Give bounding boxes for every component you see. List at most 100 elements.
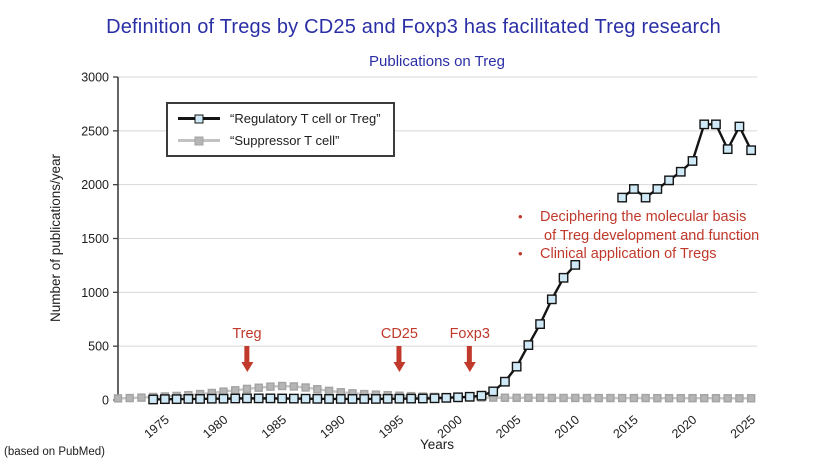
- data-point-marker: [547, 393, 557, 403]
- x-tick-label: 2005: [493, 413, 523, 442]
- data-point-marker: [242, 384, 252, 394]
- data-point-marker: [723, 394, 732, 403]
- series-line: [621, 123, 753, 199]
- data-point-marker: [125, 393, 134, 403]
- data-point-marker: [394, 393, 405, 404]
- data-point-marker: [476, 390, 487, 401]
- y-tick-label: 500: [88, 340, 109, 354]
- data-point-marker: [700, 393, 709, 403]
- bullet-icon: •: [518, 209, 523, 224]
- annotation-label: CD25: [380, 326, 418, 342]
- y-tick-label: 0: [102, 394, 109, 408]
- y-tick-labels: 0 500 1000 1500 2000 2500 3000: [81, 71, 109, 408]
- data-point-marker: [113, 394, 123, 403]
- legend-swatch-regulatory: [178, 113, 220, 125]
- x-tick-label: 1975: [142, 413, 172, 442]
- bullet-text: Clinical application of Tregs: [540, 246, 717, 262]
- x-tick-label: 2025: [728, 413, 758, 442]
- x-tick-label: 2010: [552, 413, 582, 442]
- data-point-marker: [277, 381, 287, 391]
- data-point-marker: [594, 393, 603, 403]
- x-tick-label: 1980: [200, 413, 230, 442]
- data-point-marker: [641, 393, 650, 403]
- x-axis-title: Years: [420, 437, 454, 452]
- data-point-marker: [289, 382, 299, 391]
- data-point-marker: [242, 393, 252, 404]
- data-point-marker: [676, 393, 685, 403]
- bullet-text: Deciphering the molecular basis: [540, 209, 747, 225]
- data-point-marker: [313, 385, 322, 394]
- y-tick-label: 3000: [81, 71, 109, 85]
- data-point-marker: [417, 393, 428, 404]
- data-point-marker: [629, 393, 639, 403]
- bullet-icon: •: [518, 246, 523, 261]
- data-point-marker: [546, 294, 557, 305]
- data-point-marker: [288, 393, 299, 404]
- data-point-marker: [606, 393, 615, 403]
- data-point-marker: [652, 184, 663, 194]
- data-point-marker: [195, 394, 205, 404]
- data-point-marker: [382, 393, 393, 404]
- data-point-marker: [371, 394, 381, 404]
- data-point-marker: [312, 393, 323, 404]
- data-point-marker: [488, 386, 499, 397]
- down-arrow-head-icon: [240, 362, 253, 372]
- gridlines: [118, 76, 757, 347]
- x-tick-label: 2020: [669, 413, 699, 442]
- data-point-marker: [571, 393, 580, 403]
- data-point-marker: [664, 175, 674, 186]
- data-point-marker: [277, 393, 288, 404]
- legend-item-regulatory-t-cell: “Regulatory T cell or Treg”: [178, 111, 381, 126]
- data-point-marker: [500, 376, 510, 387]
- data-point-marker: [254, 383, 263, 392]
- data-point-marker: [183, 394, 194, 404]
- data-point-marker: [688, 393, 697, 403]
- annotation-label: Treg: [232, 326, 262, 342]
- y-axis: [113, 76, 119, 401]
- data-point-marker: [675, 166, 686, 177]
- data-point-marker: [640, 192, 651, 203]
- data-point-marker: [148, 394, 159, 405]
- legend-label: “Suppressor T cell”: [230, 133, 340, 148]
- data-point-marker: [230, 393, 241, 404]
- down-arrow-icon: [244, 346, 250, 362]
- series-line: [153, 264, 577, 401]
- data-point-marker: [617, 192, 628, 203]
- y-axis-title: Number of publications/year: [48, 153, 63, 322]
- data-point-marker: [535, 393, 545, 403]
- data-point-marker: [512, 393, 521, 403]
- annotation-foxp3: Foxp3: [450, 326, 490, 372]
- data-point-marker: [301, 383, 310, 392]
- data-point-marker: [558, 272, 569, 283]
- bullet-item: • Deciphering the molecular basis: [518, 208, 798, 227]
- x-tick-label: 1995: [376, 413, 406, 442]
- data-point-marker: [347, 394, 358, 404]
- data-point-marker: [653, 393, 662, 403]
- down-arrow-icon: [396, 346, 402, 362]
- data-point-marker: [523, 340, 534, 350]
- data-point-marker: [535, 319, 545, 329]
- down-arrow-head-icon: [393, 362, 406, 372]
- x-tick-label: 2015: [611, 413, 641, 442]
- data-point-marker: [324, 394, 334, 404]
- data-point-marker: [231, 386, 240, 395]
- data-point-marker: [664, 393, 674, 403]
- data-point-marker: [570, 259, 581, 270]
- annotation-treg: Treg: [232, 326, 262, 372]
- legend-item-suppressor-t-cell: “Suppressor T cell”: [178, 133, 381, 148]
- data-point-marker: [159, 394, 170, 405]
- data-point-marker: [453, 392, 463, 403]
- data-point-marker: [265, 393, 276, 404]
- data-point-marker: [735, 394, 744, 403]
- data-point-marker: [300, 393, 311, 404]
- series-regulatory-t-cell: [148, 119, 757, 405]
- data-point-marker: [441, 392, 452, 403]
- data-point-marker: [734, 121, 745, 132]
- data-point-marker: [711, 393, 721, 403]
- legend-label: “Regulatory T cell or Treg”: [230, 111, 381, 126]
- data-point-marker: [253, 393, 264, 404]
- data-point-marker: [464, 391, 475, 402]
- data-series: [113, 119, 757, 405]
